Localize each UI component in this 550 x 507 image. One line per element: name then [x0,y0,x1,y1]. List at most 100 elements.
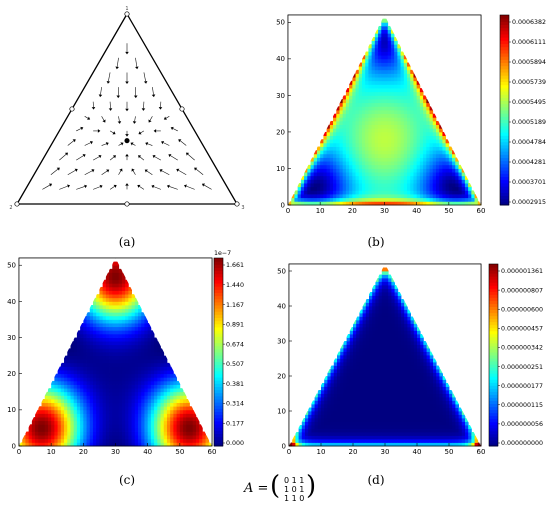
heat-cell [67,420,71,425]
heat-cell [403,146,408,151]
heat-cell [358,91,363,96]
heat-cell [316,179,321,184]
heat-cell [413,91,418,96]
heat-cell [391,288,395,293]
heat-cell [173,388,178,393]
heat-cell [390,120,395,126]
heat-cell [330,421,335,426]
heat-cell [92,413,97,418]
heat-cell [375,281,379,286]
heat-cell [423,379,427,384]
heat-cell [144,399,149,404]
heat-cell [390,95,395,100]
heat-cell [445,407,450,412]
heat-cell [358,146,363,151]
heat-cell [362,414,367,419]
heat-cell [333,117,337,122]
heat-cell [445,393,450,398]
heat-cell [336,146,340,151]
heat-cell [134,355,139,360]
heat-cell [121,286,126,291]
heat-cell [311,411,315,415]
heat-cell [102,406,107,411]
heat-cell [442,428,447,433]
heat-cell [394,131,398,136]
heat-cell [429,106,434,111]
heat-cell [131,417,136,422]
heat-cell [183,420,187,425]
heat-cell [337,369,341,373]
arrow-head [159,169,163,173]
heat-cell [70,442,75,447]
heat-cell [109,406,113,411]
heat-cell [349,432,354,436]
heat-cell [96,417,100,422]
heat-cell [391,330,395,335]
heat-cell [397,299,402,303]
heat-cell [64,442,68,447]
heat-cell [310,164,315,169]
heat-cell [147,344,152,349]
heat-cell [394,124,398,129]
heat-cell [403,117,408,122]
heat-cell [362,369,367,373]
arrow-head [131,168,135,172]
heat-cell [390,179,395,184]
heat-cell [83,366,87,371]
heat-cell [359,411,363,415]
heat-cell [54,442,58,447]
heat-cell [308,428,312,433]
heat-cell [374,69,379,74]
heat-cell [355,110,360,115]
heat-cell [452,421,456,426]
heat-cell [433,386,437,391]
heat-cell [426,376,431,380]
heat-cell [375,390,379,394]
heat-cell [464,190,469,195]
heat-cell [92,333,97,338]
heat-cell [326,183,331,188]
heat-cell [300,194,305,199]
heat-cell [439,393,443,398]
heat-cell [365,425,370,429]
heat-cell [313,183,318,188]
heat-cell [404,383,408,387]
heat-cell [115,438,120,443]
heat-cell [147,323,152,328]
heat-cell [388,432,392,436]
heat-cell [352,197,356,202]
heat-cell [73,424,78,429]
heat-cell [359,358,363,363]
heat-cell [170,438,174,443]
heat-cell [157,424,161,429]
heat-cell [128,373,132,378]
heat-cell [333,179,337,184]
heat-cell [141,326,145,331]
heat-cell [308,425,312,429]
heat-cell [368,62,373,67]
heat-cell [423,432,427,436]
heat-cell [134,413,139,418]
heat-cell [121,388,126,393]
heat-cell [324,439,328,443]
heat-cell [147,359,152,364]
arrow-shaft [59,154,67,161]
heat-cell [375,302,379,307]
heat-cell [147,341,152,346]
heat-cell [316,201,321,206]
heat-cell [57,373,62,378]
heat-cell [381,47,385,52]
heat-cell [109,341,113,346]
heat-cell [449,404,453,408]
heat-cell [134,380,139,385]
heat-cell [51,427,55,432]
heat-cell [320,157,324,162]
heat-cell [410,183,414,188]
heat-cell [423,172,427,177]
heat-cell [115,359,120,364]
heat-cell [304,194,308,199]
heat-cell [404,435,408,440]
heat-cell [346,351,351,356]
heat-cell [80,355,84,360]
